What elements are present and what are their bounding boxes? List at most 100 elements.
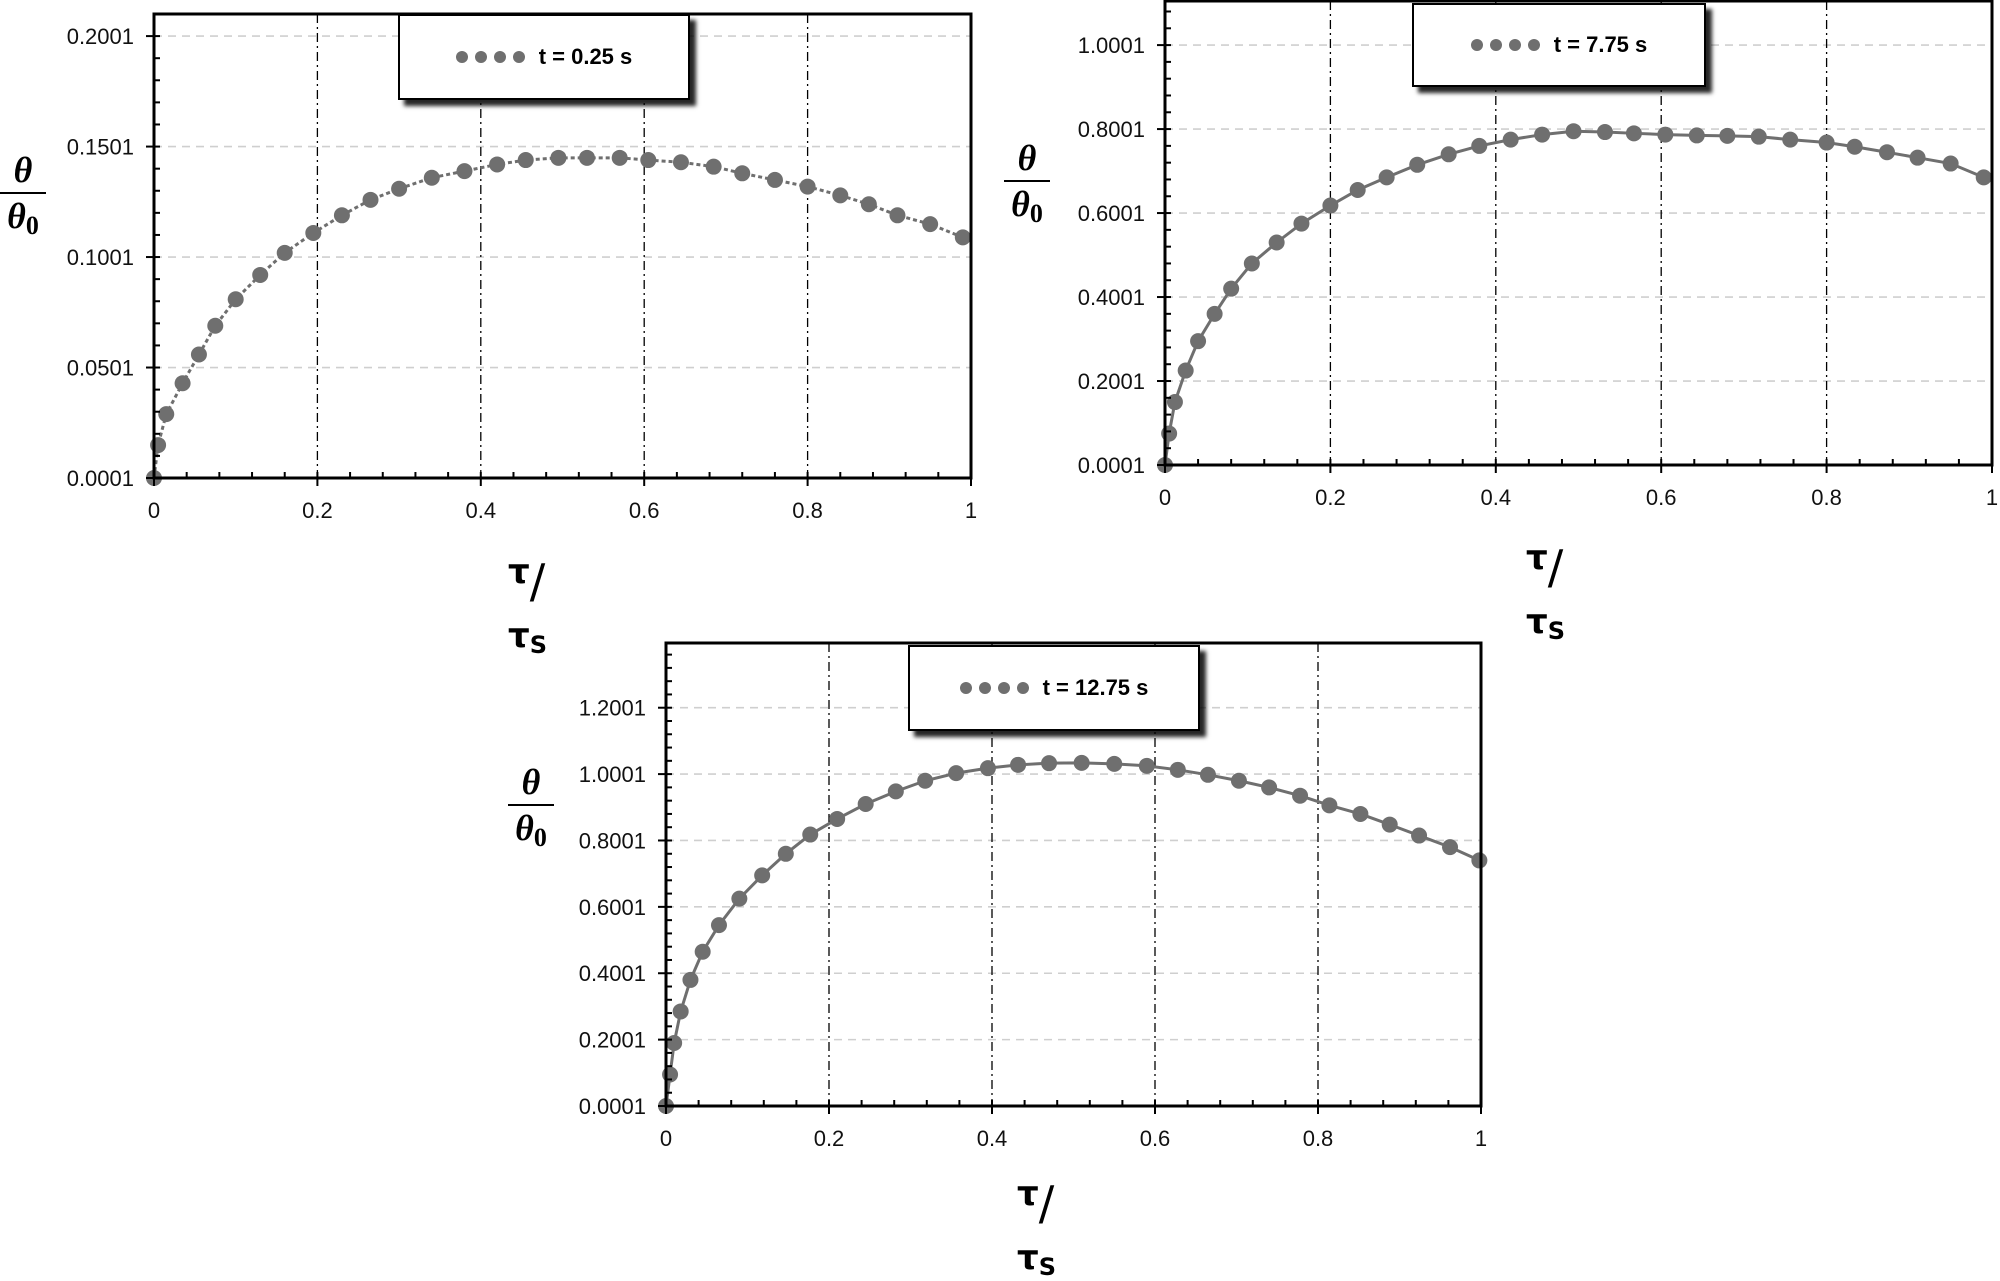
data-point [1138,757,1155,774]
data-point [1846,138,1863,155]
data-point [1502,131,1519,148]
x-tick-label: 0.6 [629,498,660,523]
data-point [1177,362,1194,379]
data-point [333,207,350,224]
data-point [1190,333,1207,350]
data-point [829,810,846,827]
data-point [754,867,771,884]
x-tick-label: 0.6 [1140,1126,1171,1151]
data-point [694,943,711,960]
x-tick-label: 0.2 [814,1126,845,1151]
data-point [889,207,906,224]
x-tick-label: 0.2 [302,498,333,523]
x-tick-label: 1 [1986,485,1998,510]
data-point [1440,146,1457,163]
y-axis-title: θ θ0 [0,150,46,246]
y-tick-label: 0.0001 [1078,453,1145,478]
x-tick-label: 0.2 [1315,485,1346,510]
x-tick-label: 0.4 [977,1126,1008,1151]
data-point [710,917,727,934]
data-point [1010,756,1027,773]
legend-label: t = 7.75 s [1553,32,1648,57]
data-point [1878,144,1895,161]
data-point [1719,127,1736,144]
x-axis-title: τ/τS [508,552,547,659]
data-point [1688,127,1705,144]
x-tick-label: 0 [148,498,160,523]
data-point [550,149,567,166]
data-point [1782,131,1799,148]
data-point [734,165,751,182]
data-point [1534,126,1551,143]
x-tick-label: 0.8 [1303,1126,1334,1151]
y-tick-label: 0.2001 [1078,369,1145,394]
x-axis-title: τ/τS [1526,538,1565,645]
data-point [1352,805,1369,822]
data-point [857,796,874,813]
legend-marker-icon [959,682,1029,694]
fraction-bar [1004,180,1050,182]
data-point [917,772,934,789]
x-tick-label: 0.6 [1646,485,1677,510]
data-point [391,180,408,197]
data-point [207,317,224,334]
data-point [579,149,596,166]
data-point [1169,761,1186,778]
data-point [1293,215,1310,232]
y-axis-numerator: θ [13,150,33,190]
plot-frame [1163,0,1994,467]
data-point [1442,839,1459,856]
data-point [1411,827,1428,844]
y-tick-label: 0.0001 [579,1094,646,1119]
data-point [666,1034,683,1051]
x-tick-label: 0.8 [792,498,823,523]
data-point [1243,255,1260,272]
data-point [948,765,965,782]
legend-box-1: t = 0.25 s [398,14,690,100]
data-point [777,845,794,862]
y-tick-label: 0.0001 [67,466,134,491]
data-point [1565,123,1582,140]
y-tick-label: 1.0001 [579,762,646,787]
y-tick-label: 0.8001 [579,828,646,853]
x-axis-title: τ/τS [1017,1174,1056,1281]
data-point [1206,305,1223,322]
data-point [276,244,293,261]
y-axis-denominator: θ0 [1011,184,1043,228]
y-tick-label: 0.2001 [579,1028,646,1053]
y-tick-label: 0.0501 [67,356,134,381]
x-tick-label: 0.8 [1811,485,1842,510]
y-axis-title: θ θ0 [508,762,554,858]
data-point [362,191,379,208]
data-point [802,826,819,843]
data-point [1381,816,1398,833]
data-point [1321,797,1338,814]
data-point [158,406,175,423]
y-tick-label: 1.2001 [579,696,646,721]
data-point [611,149,628,166]
fraction-bar [0,192,46,194]
data-point [1292,787,1309,804]
data-point [1378,169,1395,186]
y-axis-denominator: θ0 [515,808,547,852]
data-point [979,760,996,777]
data-point [1909,149,1926,166]
data-point [1942,155,1959,172]
data-point [672,1003,689,1020]
data-point [1199,766,1216,783]
y-tick-label: 0.1001 [67,245,134,270]
data-point [672,154,689,171]
legend-marker-icon [455,51,525,63]
data-point [1268,234,1285,251]
chart-plot-2: 0.0001 0.2001 0.4001 0.6001 0.8001 1.0001 0 0.2… [1078,0,1998,510]
legend-box-2: t = 7.75 s [1412,3,1706,87]
data-point [1349,182,1366,199]
data-point [832,187,849,204]
y-tick-label: 0.2001 [67,24,134,49]
y-tick-label: 0.6001 [579,895,646,920]
y-tick-label: 1.0001 [1078,33,1145,58]
legend-box-3: t = 12.75 s [908,645,1200,731]
x-tick-label: 0 [1159,485,1171,510]
x-tick-label: 0.4 [466,498,497,523]
data-point [190,346,207,363]
